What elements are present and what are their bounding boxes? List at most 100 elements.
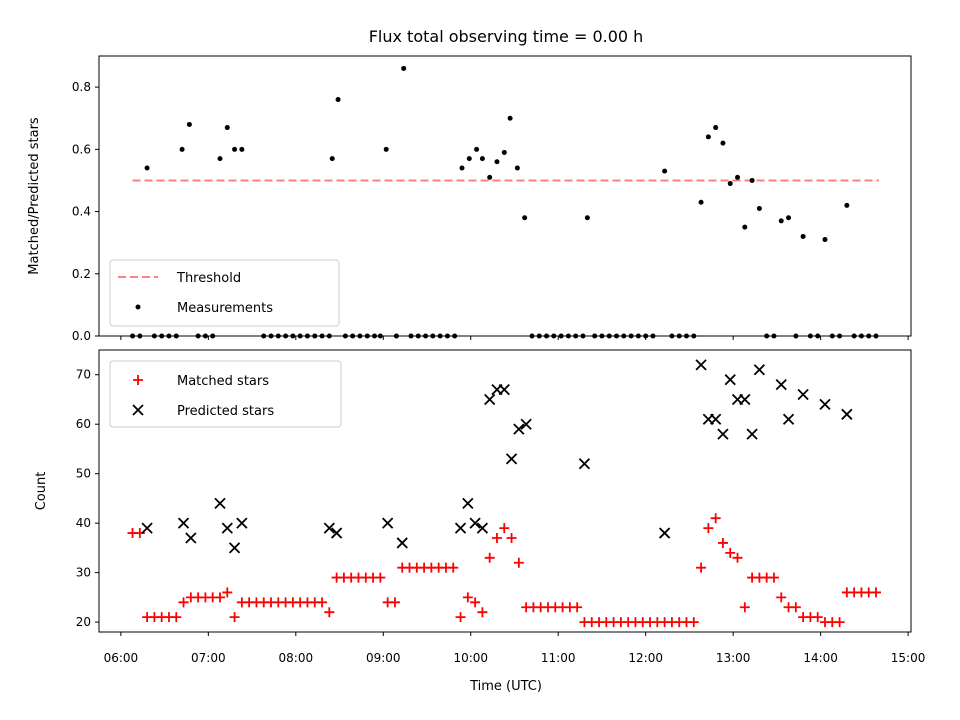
x-tick-label: 07:00 bbox=[191, 651, 226, 665]
predicted-stars-point bbox=[141, 522, 153, 534]
matched-stars-point bbox=[462, 592, 473, 603]
measurement-point bbox=[179, 146, 185, 152]
measurement-point bbox=[459, 165, 465, 171]
measurement-point bbox=[735, 174, 741, 180]
top-legend-measurements-swatch bbox=[135, 304, 141, 310]
measurement-point bbox=[474, 146, 480, 152]
predicted-stars-point bbox=[330, 527, 343, 539]
predicted-stars-point bbox=[454, 522, 467, 534]
bottom-legend-matched-swatch bbox=[133, 375, 143, 385]
measurement-point bbox=[786, 215, 792, 221]
bottom-legend-predicted-swatch bbox=[132, 404, 144, 416]
bottom-y-ticks: 20 30 40 50 60 70 bbox=[76, 368, 99, 629]
predicted-stars-point bbox=[520, 418, 532, 430]
measurement-point bbox=[466, 156, 472, 162]
predicted-stars-point bbox=[185, 532, 197, 544]
measurement-point bbox=[742, 224, 748, 230]
matched-stars-point bbox=[739, 602, 750, 613]
measurement-point bbox=[800, 233, 806, 239]
top-y-tick-label: 0.6 bbox=[72, 142, 91, 156]
matched-stars-point bbox=[834, 617, 845, 628]
matched-stars-point bbox=[178, 597, 189, 608]
matched-stars-point bbox=[688, 617, 699, 628]
matched-stars-point bbox=[717, 537, 728, 548]
x-tick-label: 15:00 bbox=[891, 651, 926, 665]
measurement-point bbox=[217, 156, 223, 162]
bottom-y-tick-label: 30 bbox=[76, 566, 91, 580]
predicted-stars-point bbox=[724, 374, 736, 386]
x-tick-label: 06:00 bbox=[104, 651, 139, 665]
measurement-point bbox=[494, 159, 500, 165]
top-x-ticks bbox=[120, 336, 909, 340]
predicted-stars-point bbox=[513, 423, 525, 435]
matched-stars-point bbox=[484, 552, 495, 563]
matched-stars-point bbox=[324, 607, 335, 618]
measurement-point bbox=[749, 177, 755, 183]
matched-stars-point bbox=[229, 612, 240, 623]
bottom-y-tick-label: 70 bbox=[76, 368, 91, 382]
predicted-stars-point bbox=[469, 517, 481, 529]
x-tick-label: 12:00 bbox=[628, 651, 663, 665]
predicted-stars-point bbox=[782, 413, 795, 425]
measurement-point bbox=[778, 218, 784, 224]
measurement-point bbox=[756, 205, 762, 211]
measurement-point bbox=[844, 202, 850, 208]
predicted-stars-point bbox=[578, 458, 591, 470]
predicted-stars-point bbox=[323, 522, 335, 534]
predicted-stars-point bbox=[695, 359, 707, 371]
predicted-stars-point bbox=[753, 364, 766, 376]
top-legend-measurements-label: Measurements bbox=[177, 301, 273, 316]
measurement-point bbox=[705, 134, 711, 140]
predicted-stars-point bbox=[214, 497, 226, 510]
bottom-legend-box bbox=[109, 360, 342, 428]
predicted-stars-point bbox=[177, 517, 190, 529]
predicted-stars-point bbox=[710, 413, 722, 425]
matched-stars-point bbox=[214, 592, 225, 603]
measurement-point bbox=[713, 125, 719, 131]
matched-stars-point bbox=[871, 587, 882, 598]
measurement-point bbox=[727, 181, 733, 187]
bottom-legend: Matched stars Predicted stars bbox=[109, 360, 342, 428]
top-y-tick-label: 0.0 bbox=[72, 329, 91, 343]
predicted-stars-point bbox=[476, 522, 489, 534]
chart-title: Flux total observing time = 0.00 h bbox=[369, 27, 644, 46]
measurement-point bbox=[144, 165, 150, 171]
top-legend-box bbox=[109, 259, 340, 327]
measurement-point bbox=[720, 140, 726, 146]
predicted-stars-point bbox=[819, 398, 831, 411]
matched-stars-point bbox=[477, 607, 488, 618]
predicted-stars-point bbox=[484, 393, 496, 406]
measurement-point bbox=[186, 121, 192, 127]
matched-stars-point bbox=[812, 612, 823, 623]
measurement-point bbox=[383, 146, 389, 152]
measurement-point bbox=[329, 156, 335, 162]
measurement-point bbox=[232, 146, 238, 152]
predicted-stars-point bbox=[739, 393, 751, 406]
measurement-point bbox=[401, 65, 407, 71]
matched-stars-point bbox=[455, 612, 466, 623]
predicted-stars-point bbox=[746, 428, 758, 440]
predicted-stars-point bbox=[775, 378, 787, 391]
bottom-y-tick-label: 40 bbox=[76, 516, 91, 530]
matched-stars-point bbox=[448, 562, 459, 573]
x-axis-label: Time (UTC) bbox=[469, 679, 542, 694]
matched-stars-point bbox=[506, 533, 517, 543]
top-y-tick-label: 0.2 bbox=[72, 267, 91, 281]
predicted-stars-point bbox=[462, 497, 474, 510]
matched-stars-point bbox=[222, 587, 233, 598]
matched-stars-point bbox=[696, 562, 707, 573]
predicted-stars-point bbox=[396, 537, 408, 549]
bottom-y-tick-label: 50 bbox=[76, 467, 91, 481]
measurement-point bbox=[224, 125, 230, 131]
measurement-point bbox=[501, 149, 507, 155]
top-y-ticks: 0.0 0.2 0.4 0.6 0.8 bbox=[72, 80, 99, 343]
x-tick-label: 08:00 bbox=[279, 651, 314, 665]
bottom-y-tick-label: 20 bbox=[76, 615, 91, 629]
bottom-x-ticks: 06:00 07:00 08:00 09:00 10:00 11:00 12:00 13:00… bbox=[104, 632, 926, 665]
matched-stars-point bbox=[768, 572, 779, 583]
predicted-stars-point bbox=[221, 522, 233, 534]
measurement-point bbox=[514, 165, 520, 171]
measurement-point bbox=[487, 174, 493, 180]
matched-stars-point bbox=[732, 552, 743, 563]
